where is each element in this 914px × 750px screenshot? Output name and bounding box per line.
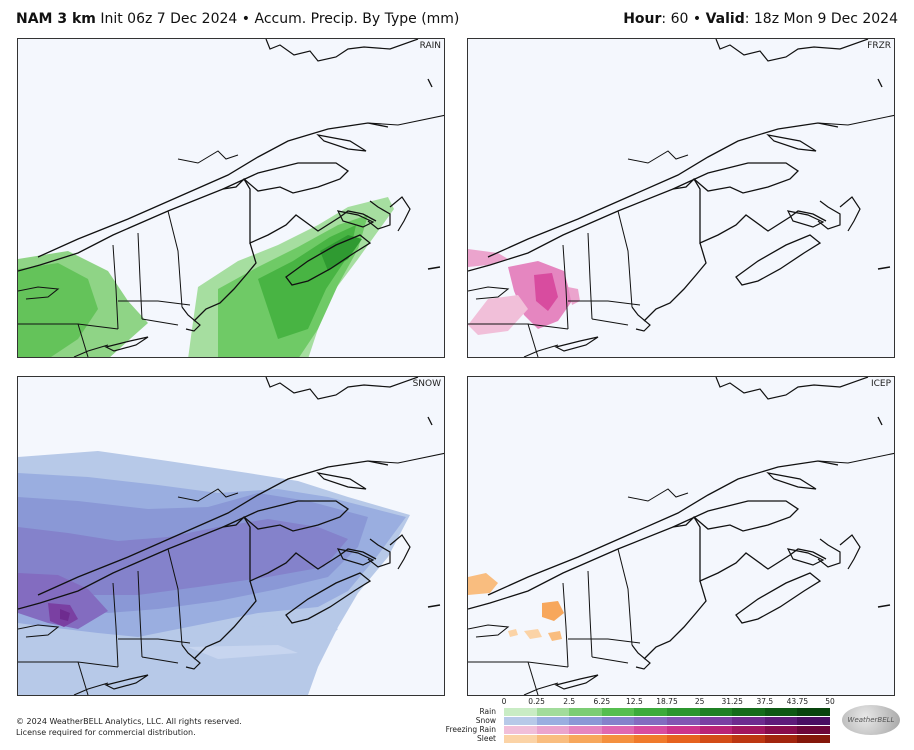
legend-swatch bbox=[634, 726, 667, 734]
legend-swatch bbox=[569, 726, 602, 734]
legend-tick-label: 6.25 bbox=[593, 697, 611, 706]
legend-color-bar bbox=[504, 735, 830, 743]
legend-tick-label: 2.5 bbox=[563, 697, 576, 706]
legend-swatch bbox=[634, 717, 667, 725]
legend-swatch bbox=[569, 717, 602, 725]
legend-tick-label: 43.75 bbox=[786, 697, 809, 706]
basemap bbox=[468, 377, 894, 695]
logo-text: WeatherBELL bbox=[847, 716, 895, 724]
legend-row-label: Sleet bbox=[476, 734, 496, 743]
header: NAM 3 km Init 06z 7 Dec 2024 • Accum. Pr… bbox=[0, 0, 914, 36]
icep-shading bbox=[468, 573, 564, 641]
legend-swatch bbox=[764, 717, 798, 725]
bullet: • bbox=[241, 11, 251, 27]
legend-swatch bbox=[634, 735, 667, 743]
rain-map bbox=[18, 39, 444, 357]
hour-value: : 60 bbox=[661, 11, 689, 27]
legend-swatch bbox=[666, 708, 700, 716]
legend-swatch bbox=[601, 735, 635, 743]
panel-frzr: FRZR bbox=[467, 38, 895, 358]
snow-map bbox=[18, 377, 444, 695]
legend-swatch bbox=[536, 708, 570, 716]
frzr-shading bbox=[468, 249, 580, 335]
model-name: NAM 3 km bbox=[16, 11, 96, 27]
legend-swatch bbox=[504, 726, 537, 734]
legend-swatch bbox=[536, 717, 570, 725]
legend-swatch bbox=[764, 735, 798, 743]
init-time: Init 06z 7 Dec 2024 bbox=[100, 11, 238, 27]
legend-color-bar bbox=[504, 717, 830, 725]
product-name: Accum. Precip. By Type (mm) bbox=[254, 11, 460, 27]
legend-swatch bbox=[797, 708, 830, 716]
legend-swatch bbox=[797, 717, 830, 725]
footer: © 2024 WeatherBELL Analytics, LLC. All r… bbox=[16, 716, 242, 738]
panel-rain: RAIN bbox=[17, 38, 445, 358]
legend-swatch bbox=[666, 735, 700, 743]
legend-swatch bbox=[504, 735, 537, 743]
panel-icep: ICEP bbox=[467, 376, 895, 696]
panel-label-icep: ICEP bbox=[870, 379, 891, 389]
legend-swatch bbox=[504, 708, 537, 716]
panel-snow: SNOW bbox=[17, 376, 445, 696]
legend-swatch bbox=[699, 717, 733, 725]
legend-swatch bbox=[504, 717, 537, 725]
icep-map bbox=[468, 377, 894, 695]
valid-value: : 18z Mon 9 Dec 2024 bbox=[744, 11, 898, 27]
rain-shading bbox=[18, 197, 394, 357]
legend-color-bar bbox=[504, 726, 830, 734]
legend-tick-label: 0 bbox=[501, 697, 507, 706]
legend-swatch bbox=[732, 708, 765, 716]
legend-swatch bbox=[666, 717, 700, 725]
legend-swatch bbox=[601, 726, 635, 734]
panel-label-frzr: FRZR bbox=[867, 41, 891, 51]
valid-label: Valid bbox=[705, 11, 745, 27]
title: NAM 3 km Init 06z 7 Dec 2024 • Accum. Pr… bbox=[16, 11, 459, 27]
legend-swatch bbox=[601, 708, 635, 716]
legend-swatch bbox=[732, 717, 765, 725]
legend-swatch bbox=[634, 708, 667, 716]
legend-row-label: Snow bbox=[475, 716, 496, 725]
legend-tick-label: 31.25 bbox=[721, 697, 743, 706]
legend-swatch bbox=[601, 717, 635, 725]
legend-swatch bbox=[666, 726, 700, 734]
legend-swatch bbox=[699, 708, 733, 716]
legend-row-label: Rain bbox=[479, 707, 496, 716]
legend-swatch bbox=[536, 735, 570, 743]
legend-color-bar bbox=[504, 708, 830, 716]
legend-swatch bbox=[569, 708, 602, 716]
legend-tick-label: 50 bbox=[825, 697, 835, 706]
legend-swatch bbox=[569, 735, 602, 743]
weatherbell-logo: WeatherBELL bbox=[842, 705, 900, 735]
color-legend: 0 0.25 2.5 6.25 12.5 18.75 25 31.25 37.5 43.75 50 … bbox=[430, 697, 840, 747]
legend-tick-label: 0.25 bbox=[528, 697, 545, 706]
valid-info: Hour: 60 • Valid: 18z Mon 9 Dec 2024 bbox=[623, 11, 898, 27]
legend-swatch bbox=[764, 708, 798, 716]
legend-swatch bbox=[536, 726, 570, 734]
hour-label: Hour bbox=[623, 11, 662, 27]
legend-swatch bbox=[732, 735, 765, 743]
legend-swatch bbox=[797, 726, 830, 734]
legend-swatch bbox=[797, 735, 830, 743]
legend-swatch bbox=[732, 726, 765, 734]
legend-swatch bbox=[699, 735, 733, 743]
copyright-text: © 2024 WeatherBELL Analytics, LLC. All r… bbox=[16, 717, 242, 726]
license-text: License required for commercial distribu… bbox=[16, 728, 196, 737]
panel-label-rain: RAIN bbox=[419, 41, 441, 51]
frzr-map bbox=[468, 39, 894, 357]
legend-swatch bbox=[699, 726, 733, 734]
legend-row-label: Freezing Rain bbox=[445, 725, 496, 734]
legend-swatch bbox=[764, 726, 798, 734]
panel-label-snow: SNOW bbox=[412, 379, 441, 389]
legend-tick-label: 37.5 bbox=[756, 697, 774, 706]
legend-tick-label: 12.5 bbox=[626, 697, 643, 706]
legend-tick-label: 18.75 bbox=[656, 697, 678, 706]
legend-tick-label: 25 bbox=[694, 697, 705, 706]
bullet-2: • bbox=[692, 11, 702, 27]
